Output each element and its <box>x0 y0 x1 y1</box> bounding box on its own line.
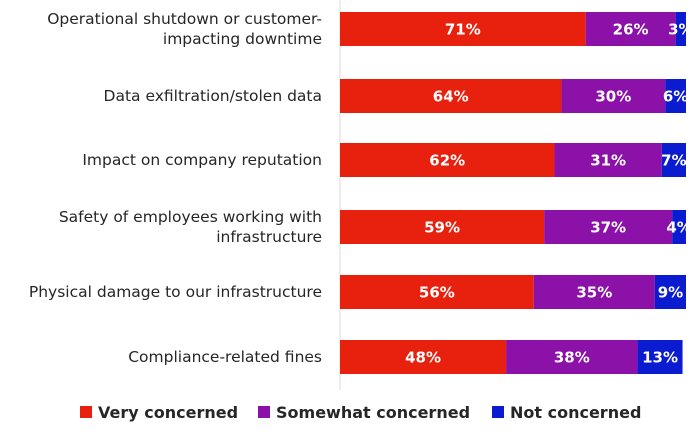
data-label: 30% <box>595 88 631 106</box>
data-label: 3% <box>668 21 690 39</box>
bar-segment-very-concerned <box>340 79 562 113</box>
data-label: 64% <box>433 88 469 106</box>
bar-segment-very-concerned <box>340 210 545 244</box>
bar-segment-somewhat-concerned <box>533 275 655 309</box>
legend-swatch <box>80 406 92 418</box>
data-label: 4% <box>666 219 690 237</box>
data-label: 37% <box>590 219 626 237</box>
legend-label: Very concerned <box>98 403 238 422</box>
data-label: 31% <box>590 152 626 170</box>
category-label: Impact on company reputation <box>82 151 322 169</box>
legend-swatch <box>258 406 270 418</box>
data-label: 9% <box>658 284 683 302</box>
category-label: Operational shutdown or customer- <box>47 10 322 28</box>
data-label: 26% <box>613 21 649 39</box>
category-label: Safety of employees working with <box>59 208 322 226</box>
category-label: Data exfiltration/stolen data <box>104 87 322 105</box>
category-label: infrastructure <box>216 228 322 246</box>
bar-segment-not-concerned <box>661 143 686 177</box>
data-label: 38% <box>554 349 590 367</box>
category-label: Compliance-related fines <box>128 348 322 366</box>
bar-segment-not-concerned <box>637 340 683 374</box>
bar-segment-very-concerned <box>340 275 534 309</box>
bar-segment-not-concerned <box>654 275 686 309</box>
data-label: 13% <box>642 349 678 367</box>
bar-segment-not-concerned <box>672 210 686 244</box>
bar-segment-somewhat-concerned <box>561 79 666 113</box>
data-label: 62% <box>429 152 465 170</box>
bar-segment-somewhat-concerned <box>585 12 676 46</box>
data-label: 7% <box>661 152 686 170</box>
bar-segment-somewhat-concerned <box>554 143 662 177</box>
legend-label: Not concerned <box>510 403 641 422</box>
legend-label: Somewhat concerned <box>276 403 470 422</box>
data-label: 48% <box>405 349 441 367</box>
category-label: impacting downtime <box>163 30 322 48</box>
category-label: Physical damage to our infrastructure <box>29 283 322 301</box>
data-label: 35% <box>576 284 612 302</box>
bar-segment-not-concerned <box>675 12 686 46</box>
bar-segment-very-concerned <box>340 12 586 46</box>
bar-segment-very-concerned <box>340 143 555 177</box>
data-label: 59% <box>424 219 460 237</box>
legend-swatch <box>492 406 504 418</box>
data-label: 6% <box>663 88 688 106</box>
bar-segment-somewhat-concerned <box>506 340 638 374</box>
bar-segment-somewhat-concerned <box>544 210 673 244</box>
data-label: 71% <box>445 21 481 39</box>
bar-segment-not-concerned <box>665 79 686 113</box>
bar-segment-very-concerned <box>340 340 507 374</box>
data-label: 56% <box>419 284 455 302</box>
